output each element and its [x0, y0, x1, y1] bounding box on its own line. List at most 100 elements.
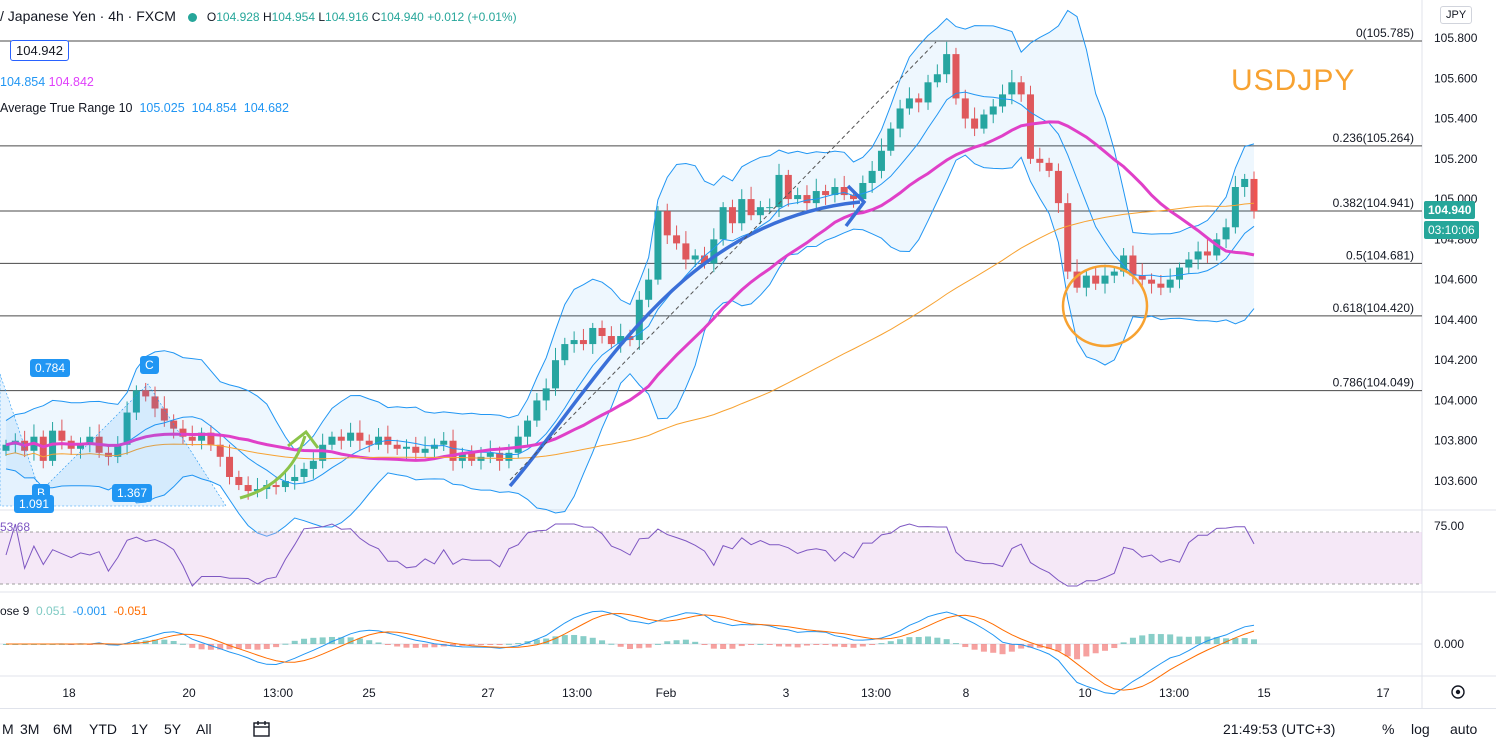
- macd-histogram-bar: [543, 638, 550, 644]
- range-button[interactable]: 5Y: [164, 721, 182, 737]
- candle-body: [673, 235, 681, 244]
- auto-scale-button[interactable]: auto: [1450, 721, 1478, 737]
- candle-body: [412, 446, 420, 453]
- macd-histogram-bar: [738, 644, 745, 647]
- time-axis-label: 10: [1078, 686, 1092, 700]
- candle-body: [738, 199, 746, 224]
- macd-histogram-bar: [608, 643, 615, 645]
- fib-level-label: 0.382(104.941): [1333, 196, 1414, 210]
- time-axis-label: 13:00: [263, 686, 293, 700]
- currency-label[interactable]: JPY: [1440, 6, 1473, 24]
- atr-legend[interactable]: Average True Range 10 105.025 104.854 10…: [0, 101, 289, 115]
- trend-arrow-drawing: [508, 200, 861, 488]
- macd-histogram-bar: [477, 644, 484, 645]
- candle-body: [551, 360, 559, 389]
- candle-body: [1064, 203, 1072, 272]
- candle-body: [458, 452, 466, 461]
- candle-body: [719, 207, 727, 240]
- macd-histogram-bar: [1092, 644, 1099, 654]
- candle-body: [468, 452, 476, 461]
- candle-body: [682, 243, 690, 260]
- candle-body: [160, 408, 168, 421]
- candle-body: [980, 114, 988, 129]
- candle-body: [86, 436, 94, 445]
- macd-histogram-bar: [319, 637, 326, 644]
- log-scale-button[interactable]: log: [1411, 721, 1430, 737]
- candle-body: [887, 128, 895, 151]
- candle-body: [1101, 275, 1109, 284]
- curved-arrow-drawing: [239, 435, 307, 500]
- price-input-box[interactable]: 104.942: [10, 40, 69, 61]
- fib-level-label: 0.618(104.420): [1333, 301, 1414, 315]
- clock-timezone[interactable]: 21:49:53 (UTC+3): [1223, 721, 1336, 737]
- symbol-watermark: USDJPY: [1231, 64, 1356, 97]
- candle-body: [766, 207, 774, 209]
- macd-histogram-bar: [654, 643, 661, 645]
- macd-histogram-bar: [254, 644, 261, 650]
- macd-histogram-bar: [1232, 638, 1239, 644]
- time-axis-label: Feb: [656, 686, 677, 700]
- macd-histogram-bar: [1213, 637, 1220, 644]
- macd-histogram-bar: [291, 640, 298, 644]
- ohlc-values: O104.928 H104.954 L104.916 C104.940 +0.0…: [206, 10, 517, 24]
- rsi-line: [5, 523, 1255, 587]
- rsi-axis-tick: 75.00: [1434, 519, 1464, 533]
- macd-histogram-bar: [422, 644, 429, 648]
- calendar-goto-icon[interactable]: [252, 720, 272, 738]
- macd-histogram-bar: [962, 644, 969, 648]
- range-button[interactable]: YTD: [89, 721, 117, 737]
- bollinger-legend[interactable]: 104.854 104.842: [0, 75, 94, 89]
- range-button[interactable]: 6M: [53, 721, 73, 737]
- candle-body: [1073, 271, 1081, 288]
- market-status-icon: [187, 12, 197, 22]
- fib-level-label: 0.5(104.681): [1346, 248, 1414, 262]
- macd-histogram-bar: [887, 641, 894, 644]
- band-fill: [6, 10, 1254, 537]
- macd-histogram-bar: [701, 644, 708, 645]
- candle-body: [347, 432, 355, 441]
- macd-histogram-bar: [1167, 634, 1174, 644]
- highlight-circle-drawing: [1061, 264, 1149, 348]
- range-button[interactable]: All: [196, 721, 212, 737]
- time-axis-label: 3: [783, 686, 790, 700]
- macd-histogram-bar: [645, 644, 652, 648]
- candle-body: [607, 336, 615, 345]
- symbol-title[interactable]: / Japanese Yen · 4h · FXCM: [0, 8, 176, 24]
- curved-arrowhead-drawing: [287, 429, 320, 449]
- candle-body: [319, 444, 327, 461]
- range-button[interactable]: 1Y: [131, 721, 149, 737]
- candle-body: [226, 456, 234, 477]
- candle-body: [635, 299, 643, 341]
- macd-histogram-bar: [1101, 644, 1108, 651]
- range-button[interactable]: 3M: [20, 721, 40, 737]
- macd-legend[interactable]: ose 9 0.051 -0.001 -0.051: [0, 604, 148, 618]
- macd-histogram-bar: [776, 644, 783, 647]
- candle-body: [430, 444, 438, 449]
- candle-body: [1185, 259, 1193, 268]
- macd-histogram-bar: [403, 644, 410, 648]
- macd-histogram-bar: [785, 644, 792, 647]
- range-button[interactable]: M: [2, 721, 14, 737]
- time-axis-label: 18: [62, 686, 76, 700]
- macd-histogram-bar: [217, 644, 224, 650]
- macd-axis-tick: 0.000: [1434, 637, 1464, 651]
- settings-gear-icon[interactable]: [1451, 685, 1465, 699]
- candle-body: [300, 468, 308, 477]
- macd-histogram-bar: [990, 644, 997, 653]
- candle-body: [626, 336, 634, 341]
- time-axis-label: 8: [963, 686, 970, 700]
- macd-histogram-bar: [384, 644, 391, 645]
- pattern-point-c: C: [140, 356, 159, 374]
- trading-chart[interactable]: 103.600 103.800 104.000 104.200 104.400 104.6…: [0, 0, 1496, 708]
- macd-histogram-bar: [1148, 633, 1155, 644]
- candle-body: [915, 98, 923, 103]
- macd-histogram-bar: [692, 641, 699, 644]
- percent-scale-button[interactable]: %: [1382, 721, 1395, 737]
- candle-body: [281, 481, 289, 488]
- candle-body: [589, 327, 597, 345]
- candle-body: [812, 191, 820, 204]
- macd-signal-line: [6, 612, 1255, 691]
- price-axis-tick: 105.200: [1434, 152, 1478, 166]
- candle-body: [756, 207, 764, 216]
- rsi-legend[interactable]: 53.68: [0, 520, 31, 534]
